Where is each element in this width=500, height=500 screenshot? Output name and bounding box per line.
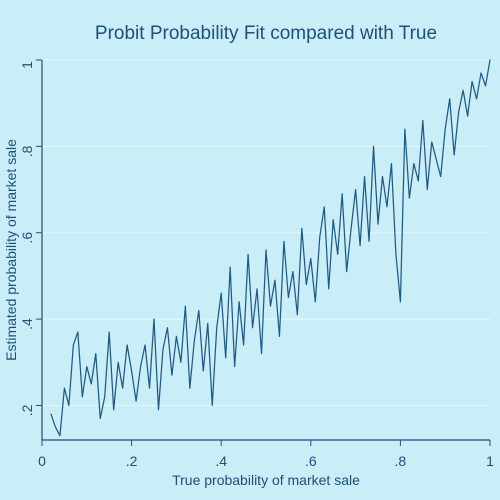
x-tick-label-2: .4 bbox=[215, 453, 227, 469]
x-tick-label-3: .6 bbox=[305, 453, 317, 469]
y-ticks-layer: .2 .4 .6 .8 1 bbox=[19, 59, 42, 416]
y-axis-label: Estimated probability of market sale bbox=[3, 139, 19, 361]
y-tick-label-1: .4 bbox=[19, 318, 35, 330]
axes-layer bbox=[41, 60, 490, 441]
y-tick-label-2: .6 bbox=[19, 232, 35, 244]
series-layer bbox=[50, 59, 491, 437]
x-tick-label-5: 1 bbox=[486, 453, 494, 469]
y-tick-label-3: .8 bbox=[19, 145, 35, 157]
series-line bbox=[50, 59, 491, 437]
x-tick-label-4: .8 bbox=[395, 453, 407, 469]
chart-title: Probit Probability Fit compared with Tru… bbox=[95, 23, 437, 44]
x-axis-label: True probability of market sale bbox=[172, 472, 360, 488]
grid-lines bbox=[42, 59, 490, 406]
x-ticks-layer: 0 .2 .4 .6 .8 1 bbox=[38, 440, 494, 469]
x-tick-label-0: 0 bbox=[38, 453, 46, 469]
y-tick-label-0: .2 bbox=[19, 404, 35, 416]
y-tick-label-4: 1 bbox=[19, 61, 35, 69]
x-tick-label-1: .2 bbox=[126, 453, 138, 469]
